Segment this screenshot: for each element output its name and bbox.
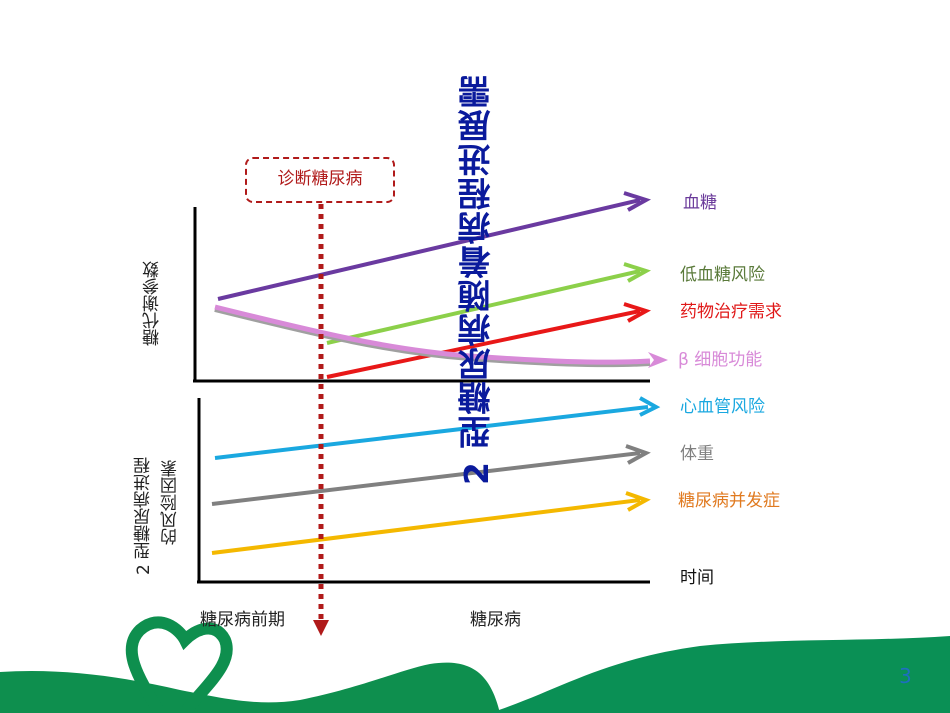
green-ribbon-wave — [0, 662, 500, 713]
legend-body-weight: 体重 — [680, 444, 714, 464]
series-complications — [211, 491, 651, 555]
series-medication-need — [326, 302, 652, 379]
page-number: 3 — [899, 664, 912, 688]
legend-hypoglycemia-risk: 低血糖风险 — [680, 265, 765, 285]
legend-blood-glucose: 血糖 — [683, 193, 717, 213]
legend-medication-need: 药物治疗需求 — [680, 302, 782, 322]
phase-prediabetes-label: 糖尿病前期 — [200, 610, 285, 630]
legend-beta-cell-function: β 细胞功能 — [678, 350, 763, 370]
legend-cardiovascular-risk: 心血管风险 — [680, 397, 765, 417]
diagnosis-label: 诊断糖尿病 — [277, 169, 363, 189]
legend-complications: 糖尿病并发症 — [678, 491, 780, 511]
series-blood-glucose — [217, 191, 652, 301]
lower-y-axis-label-line1: 2 型糖尿病进程 — [134, 456, 154, 575]
heart-ribbon-icon — [125, 616, 233, 713]
series-hypoglycemia-risk — [326, 262, 652, 345]
diagnosis-label-box: 诊断糖尿病 — [245, 157, 395, 203]
green-wave-right — [490, 636, 950, 713]
series-cardiovascular-risk — [214, 396, 661, 460]
x-axis-time-label: 时间 — [680, 568, 714, 588]
lower-y-axis-label-line2: 的风险因素 — [161, 460, 181, 545]
series-body-weight — [211, 444, 651, 506]
slide-title: 2 型糖尿病随着病程进展需 — [457, 74, 496, 485]
diagnosis-arrow-down-icon — [313, 620, 329, 636]
upper-y-axis-label: 糖代谢参数 — [143, 261, 163, 346]
series-beta-cell-function — [214, 304, 668, 368]
phase-diabetes-label: 糖尿病 — [470, 610, 521, 630]
